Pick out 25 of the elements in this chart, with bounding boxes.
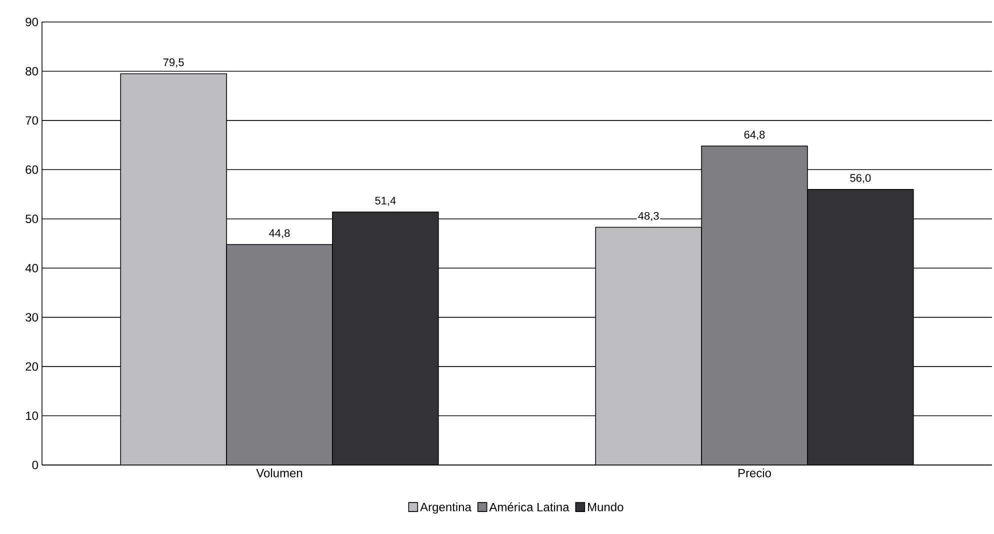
data-label: 44,8	[269, 229, 290, 238]
legend-label: Mundo	[588, 502, 624, 512]
legend-label: América Latina	[489, 502, 570, 512]
bar	[807, 188, 914, 465]
x-tick-label: Volumen	[256, 468, 302, 478]
data-label: 79,5	[163, 58, 184, 68]
y-tick-label: 90	[26, 18, 38, 26]
data-label: 56,0	[850, 174, 871, 184]
y-tick-label: 60	[26, 165, 38, 174]
y-tick-label: 10	[26, 412, 38, 420]
bar	[595, 226, 702, 465]
y-tick-label: 70	[26, 116, 38, 125]
bar	[332, 212, 439, 465]
y-tick-label: 0	[32, 460, 38, 470]
bar	[120, 73, 227, 465]
y-tick-label: 30	[26, 313, 38, 322]
x-tick-label: Precio	[738, 468, 771, 478]
data-label: 64,8	[744, 130, 765, 140]
y-tick-label: 50	[26, 214, 38, 224]
y-tick-label: 80	[26, 66, 38, 76]
y-tick-label: 40	[25, 264, 38, 272]
data-label: 51,4	[375, 196, 396, 206]
y-tick-label: 20	[26, 362, 38, 371]
legend-label: Argentina	[420, 502, 472, 514]
data-label: 48,3	[638, 212, 659, 222]
